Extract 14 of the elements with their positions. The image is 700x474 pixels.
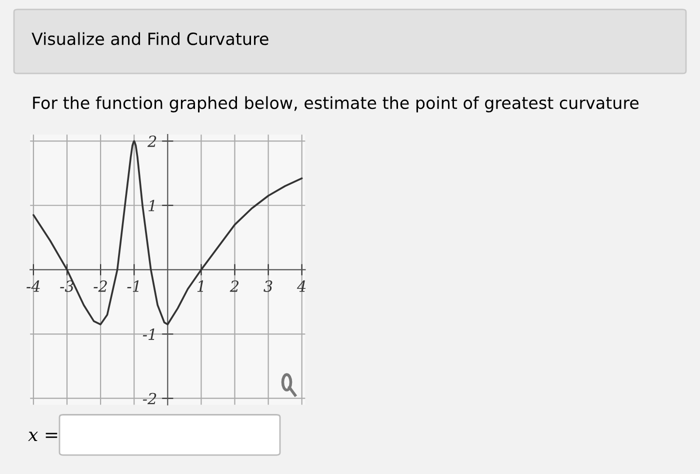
x-tick-label: -1	[127, 280, 139, 292]
x-tick-label: -2	[94, 280, 107, 292]
x-tick-label: 2	[230, 280, 239, 292]
x-tick-label: 1	[197, 280, 204, 292]
y-tick-label: 1	[148, 200, 154, 212]
y-tick-label: -1	[142, 328, 154, 340]
chart-subtitle: For the function graphed below, estimate the point of greatest curvature	[33, 96, 639, 112]
y-tick-label: -2	[142, 392, 156, 404]
text: x =	[28, 432, 58, 442]
x-tick-label: 3	[264, 280, 272, 292]
x-tick-label: -4	[26, 280, 40, 292]
x-tick-label: 4	[296, 280, 306, 292]
chart-title: Visualize and Find Curvature	[32, 32, 268, 46]
y-tick-label: 2	[147, 136, 156, 147]
